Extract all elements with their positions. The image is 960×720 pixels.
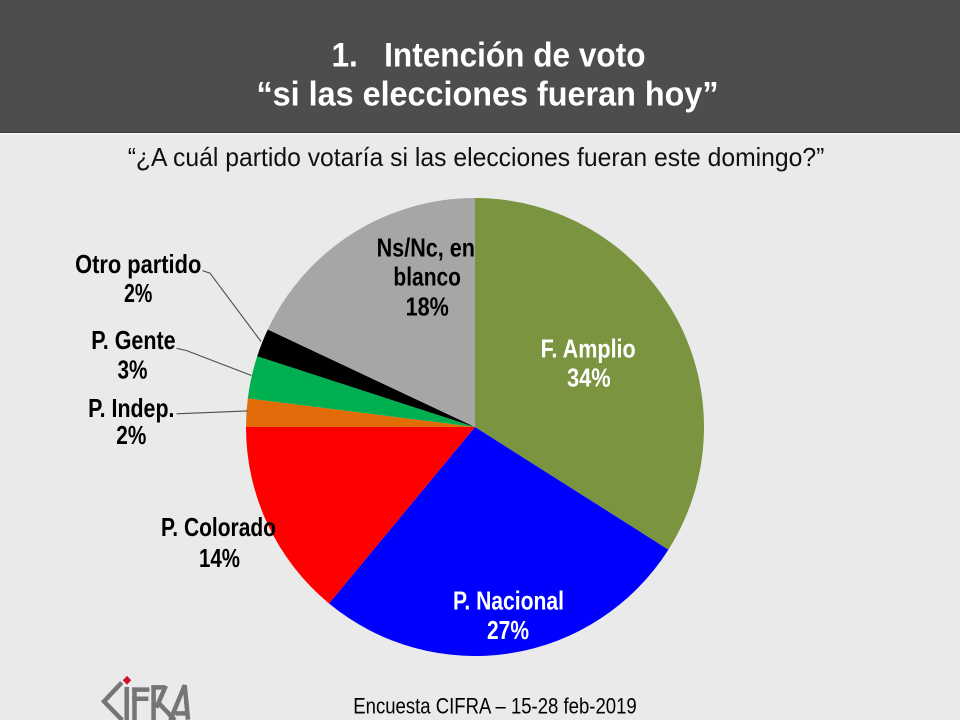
svg-text:3%: 3%: [118, 355, 148, 385]
svg-text:2%: 2%: [124, 278, 152, 308]
svg-text:1. Intención de voto: 1. Intención de voto: [332, 37, 646, 75]
svg-text:F. Amplio: F. Amplio: [541, 333, 636, 363]
svg-text:P. Indep.: P. Indep.: [88, 393, 174, 423]
svg-text:Otro partido: Otro partido: [75, 249, 201, 279]
svg-text:P. Colorado: P. Colorado: [161, 512, 276, 542]
svg-text:27%: 27%: [487, 615, 529, 645]
svg-text:14%: 14%: [199, 543, 240, 573]
svg-text:P. Nacional: P. Nacional: [453, 585, 564, 615]
svg-text:Ns/Nc, en: Ns/Nc, en: [377, 233, 475, 263]
svg-text:18%: 18%: [406, 292, 449, 322]
svg-text:2%: 2%: [116, 420, 146, 450]
svg-text:“¿A cuál partido votaría si la: “¿A cuál partido votaría si las eleccion…: [128, 142, 825, 172]
svg-text:P. Gente: P. Gente: [91, 325, 175, 355]
svg-text:34%: 34%: [567, 363, 611, 393]
svg-text:blanco: blanco: [393, 262, 461, 292]
svg-text:Encuesta CIFRA – 15-28 feb-201: Encuesta CIFRA – 15-28 feb-2019: [353, 693, 636, 718]
svg-text:“si las elecciones fueran hoy”: “si las elecciones fueran hoy”: [257, 76, 719, 114]
